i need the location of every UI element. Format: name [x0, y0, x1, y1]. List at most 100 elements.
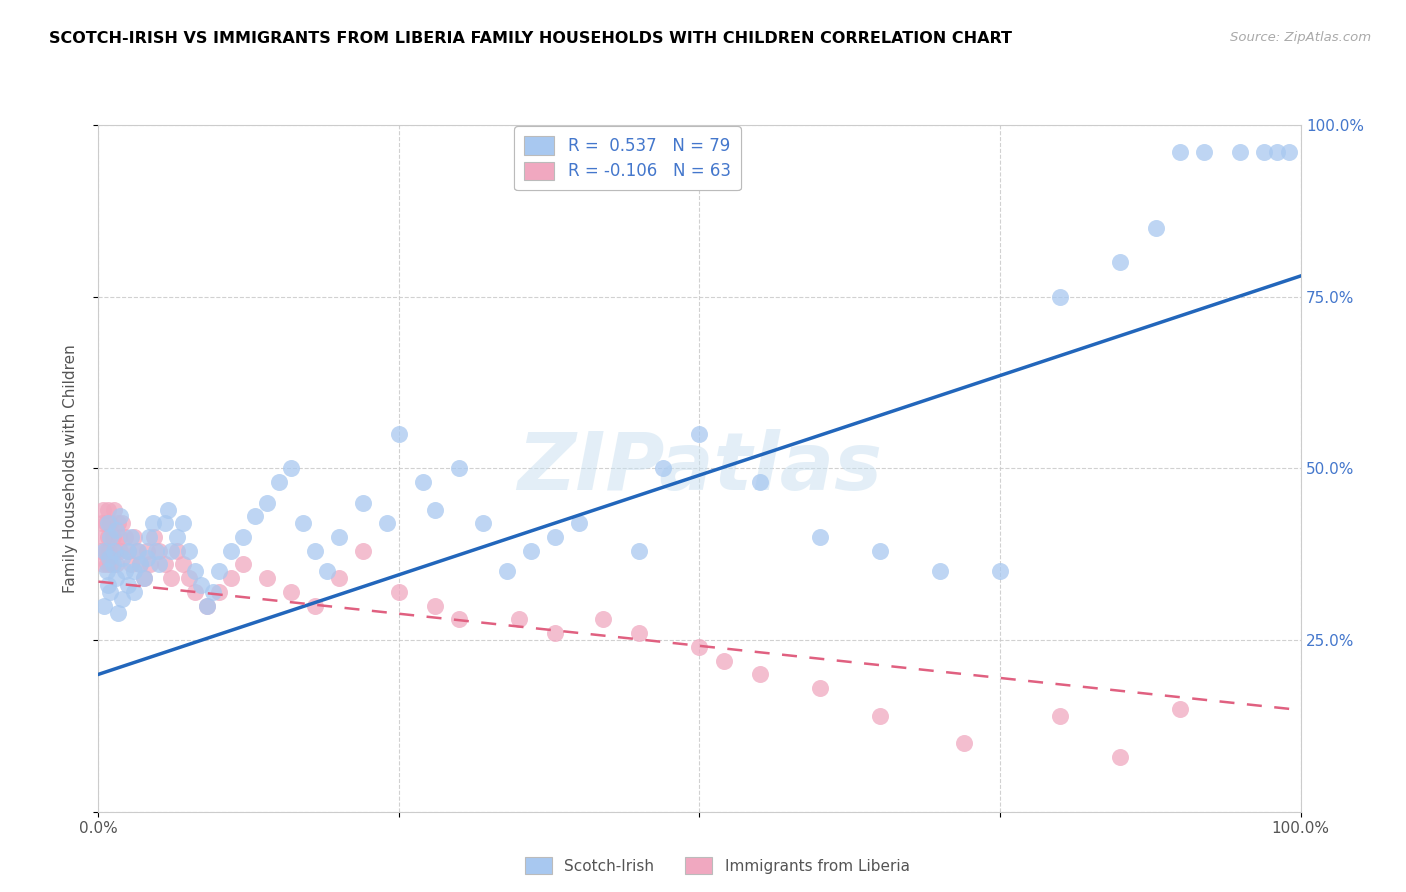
- Point: [139, 558, 162, 572]
- Point: [652, 461, 675, 475]
- Point: [148, 558, 170, 572]
- Point: [808, 530, 831, 544]
- Point: [183, 565, 205, 579]
- Point: [132, 571, 155, 585]
- Point: [1109, 749, 1132, 764]
- Point: [103, 502, 125, 516]
- Point: [375, 516, 398, 531]
- Point: [388, 426, 411, 441]
- Legend: R =  0.537   N = 79, R = -0.106   N = 63: R = 0.537 N = 79, R = -0.106 N = 63: [515, 127, 741, 190]
- Point: [107, 516, 129, 531]
- Point: [97, 516, 120, 531]
- Point: [101, 530, 124, 544]
- Point: [111, 516, 134, 531]
- Point: [91, 502, 114, 516]
- Point: [159, 571, 181, 585]
- Point: [177, 571, 200, 585]
- Point: [988, 565, 1011, 579]
- Point: [172, 558, 194, 572]
- Point: [328, 571, 350, 585]
- Point: [105, 523, 128, 537]
- Point: [100, 585, 122, 599]
- Legend: Scotch-Irish, Immigrants from Liberia: Scotch-Irish, Immigrants from Liberia: [519, 851, 915, 880]
- Point: [190, 578, 212, 592]
- Point: [689, 640, 711, 654]
- Point: [101, 558, 124, 572]
- Point: [141, 516, 163, 531]
- Point: [315, 565, 337, 579]
- Point: [114, 530, 136, 544]
- Point: [208, 585, 231, 599]
- Point: [96, 558, 118, 572]
- Point: [117, 578, 139, 592]
- Point: [117, 543, 139, 558]
- Point: [166, 543, 188, 558]
- Point: [423, 599, 446, 613]
- Point: [90, 543, 112, 558]
- Point: [496, 565, 519, 579]
- Point: [111, 550, 134, 565]
- Point: [201, 585, 224, 599]
- Point: [195, 599, 218, 613]
- Point: [568, 516, 591, 531]
- Point: [748, 667, 770, 681]
- Point: [111, 591, 134, 606]
- Point: [91, 516, 114, 531]
- Point: [103, 543, 125, 558]
- Point: [1109, 255, 1132, 269]
- Point: [94, 543, 117, 558]
- Point: [159, 543, 181, 558]
- Point: [219, 543, 242, 558]
- Point: [1049, 708, 1071, 723]
- Point: [166, 530, 188, 544]
- Point: [96, 565, 118, 579]
- Point: [1170, 701, 1192, 715]
- Point: [105, 558, 128, 572]
- Point: [219, 571, 242, 585]
- Point: [98, 543, 121, 558]
- Point: [544, 530, 567, 544]
- Point: [117, 543, 139, 558]
- Point: [145, 543, 167, 558]
- Point: [93, 530, 115, 544]
- Point: [153, 516, 176, 531]
- Point: [447, 612, 470, 626]
- Text: SCOTCH-IRISH VS IMMIGRANTS FROM LIBERIA FAMILY HOUSEHOLDS WITH CHILDREN CORRELAT: SCOTCH-IRISH VS IMMIGRANTS FROM LIBERIA …: [49, 31, 1012, 46]
- Point: [291, 516, 314, 531]
- Point: [208, 565, 231, 579]
- Point: [97, 578, 120, 592]
- Point: [520, 543, 543, 558]
- Point: [104, 543, 127, 558]
- Point: [232, 530, 254, 544]
- Point: [94, 516, 117, 531]
- Point: [304, 599, 326, 613]
- Point: [183, 585, 205, 599]
- Point: [120, 530, 142, 544]
- Point: [352, 495, 374, 509]
- Point: [93, 543, 115, 558]
- Point: [928, 565, 950, 579]
- Point: [93, 599, 115, 613]
- Point: [127, 543, 149, 558]
- Point: [508, 612, 530, 626]
- Point: [148, 543, 170, 558]
- Point: [108, 543, 131, 558]
- Point: [195, 599, 218, 613]
- Point: [172, 516, 194, 531]
- Point: [1229, 145, 1251, 160]
- Point: [423, 502, 446, 516]
- Point: [869, 543, 891, 558]
- Point: [105, 571, 128, 585]
- Point: [135, 550, 157, 565]
- Point: [243, 509, 266, 524]
- Point: [100, 516, 122, 531]
- Point: [108, 509, 131, 524]
- Point: [135, 543, 157, 558]
- Text: Source: ZipAtlas.com: Source: ZipAtlas.com: [1230, 31, 1371, 45]
- Text: ZIPatlas: ZIPatlas: [517, 429, 882, 508]
- Point: [304, 543, 326, 558]
- Point: [1277, 145, 1299, 160]
- Point: [129, 558, 152, 572]
- Point: [120, 558, 142, 572]
- Point: [388, 585, 411, 599]
